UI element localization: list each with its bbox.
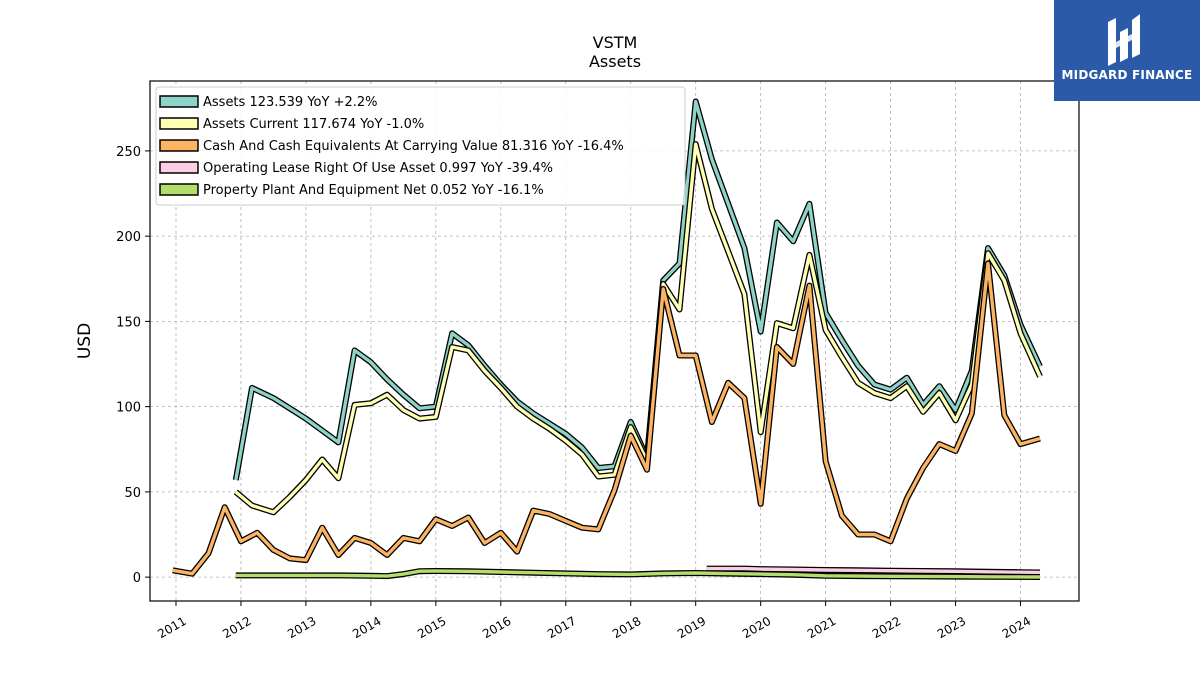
x-tick-label: 2021 bbox=[805, 614, 838, 641]
logo-text: MIDGARD FINANCE bbox=[1061, 68, 1193, 82]
x-tick-label: 2024 bbox=[1000, 614, 1033, 641]
legend-swatch bbox=[159, 161, 199, 174]
x-tick-label: 2023 bbox=[935, 614, 968, 641]
legend: Assets 123.539 YoY +2.2% Assets Current 1… bbox=[155, 86, 686, 206]
y-tick-label: 250 bbox=[116, 145, 141, 160]
chart-subtitle: Assets bbox=[589, 52, 641, 71]
x-tick-label: 2018 bbox=[610, 614, 643, 641]
x-tick-label: 2020 bbox=[740, 614, 773, 641]
legend-swatch bbox=[159, 95, 199, 108]
x-tick-label: 2016 bbox=[480, 614, 513, 641]
legend-entry: Assets 123.539 YoY +2.2% bbox=[203, 95, 378, 110]
x-tick-label: 2014 bbox=[350, 614, 383, 641]
y-tick-label: 150 bbox=[116, 315, 141, 330]
x-tick-label: 2011 bbox=[155, 614, 188, 641]
y-tick-label: 200 bbox=[116, 230, 141, 245]
series-line-2 bbox=[172, 261, 1041, 576]
x-axis-ticks: 2011 2012 2013 2014 2015 2016 2017 2018 2019 2020… bbox=[155, 601, 1033, 641]
legend-swatch bbox=[159, 139, 199, 152]
y-tick-label: 0 bbox=[133, 571, 141, 586]
series-line-1 bbox=[234, 142, 1042, 514]
x-tick-label: 2013 bbox=[285, 614, 318, 641]
x-tick-label: 2019 bbox=[675, 614, 708, 641]
logo-mark-icon bbox=[1108, 14, 1140, 66]
chart-title: VSTM bbox=[593, 33, 638, 52]
series-lines bbox=[172, 98, 1043, 580]
y-tick-label: 50 bbox=[124, 486, 141, 501]
x-tick-label: 2012 bbox=[220, 614, 253, 641]
legend-entry: Property Plant And Equipment Net 0.052 Y… bbox=[203, 183, 544, 198]
x-tick-label: 2017 bbox=[545, 614, 578, 641]
y-axis-label: USD bbox=[75, 323, 95, 359]
legend-entry: Operating Lease Right Of Use Asset 0.997… bbox=[203, 161, 553, 176]
legend-swatch bbox=[159, 183, 199, 196]
x-tick-label: 2022 bbox=[870, 614, 903, 641]
y-tick-label: 100 bbox=[116, 401, 141, 416]
plot-frame bbox=[149, 80, 1080, 602]
legend-box bbox=[155, 86, 686, 206]
legend-swatch bbox=[159, 117, 199, 130]
series-line-3 bbox=[706, 566, 1041, 575]
x-tick-label: 2015 bbox=[415, 614, 448, 641]
y-axis-ticks: 0 50 100 150 200 250 bbox=[116, 145, 150, 586]
midgard-finance-logo: MIDGARD FINANCE bbox=[1054, 0, 1200, 101]
legend-entry: Assets Current 117.674 YoY -1.0% bbox=[203, 117, 424, 132]
legend-entry: Cash And Cash Equivalents At Carrying Va… bbox=[203, 139, 624, 154]
series-line-4 bbox=[235, 569, 1041, 579]
